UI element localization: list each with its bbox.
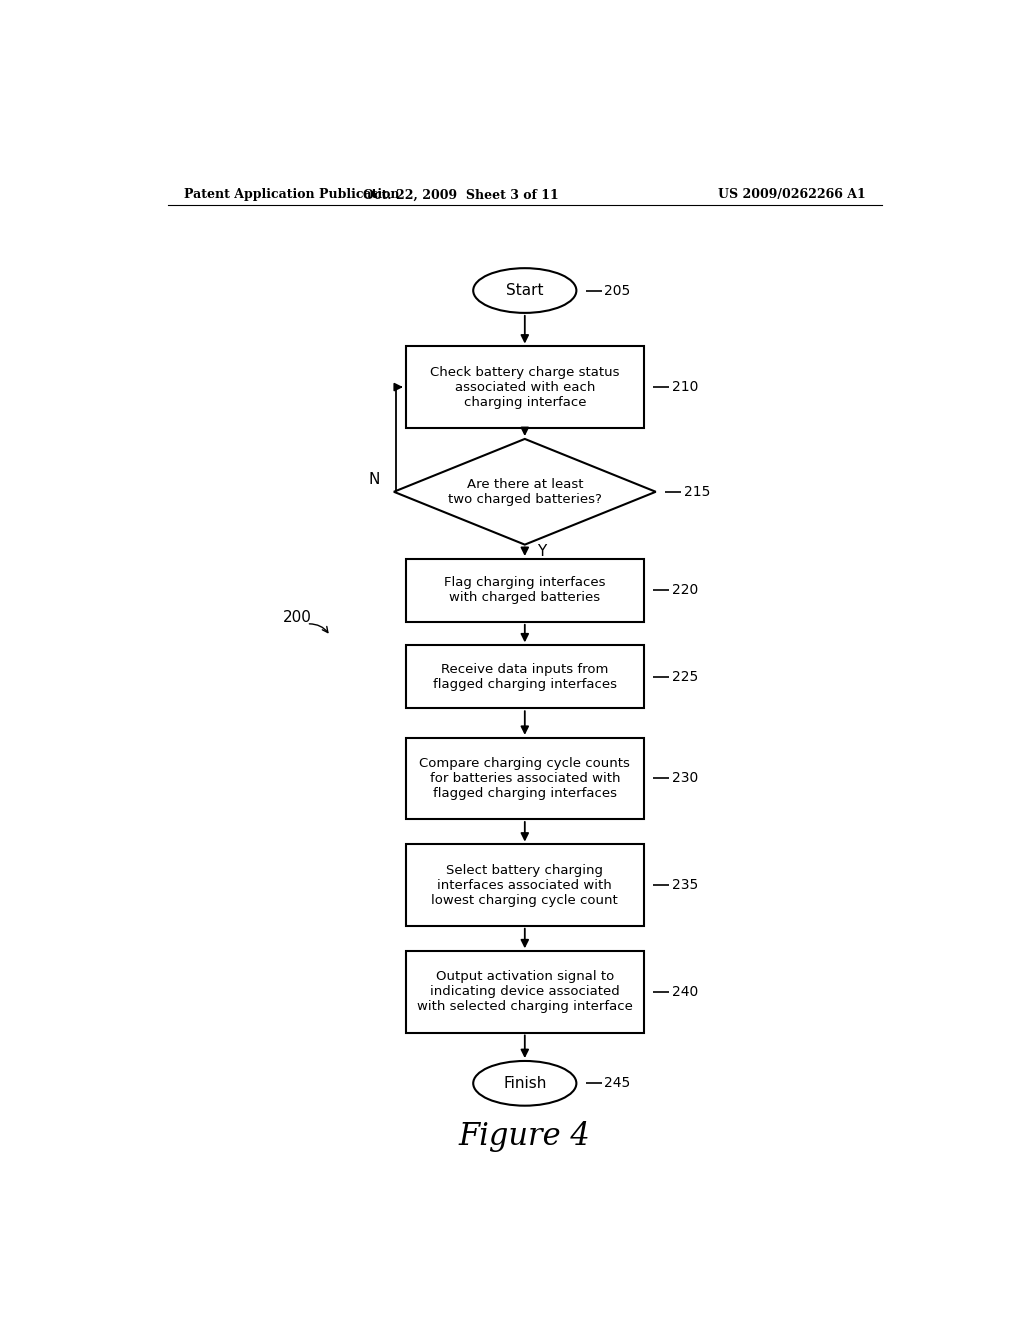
Text: 205: 205 [604, 284, 631, 297]
Text: US 2009/0262266 A1: US 2009/0262266 A1 [718, 189, 866, 202]
Text: Oct. 22, 2009  Sheet 3 of 11: Oct. 22, 2009 Sheet 3 of 11 [364, 189, 559, 202]
Text: Compare charging cycle counts
for batteries associated with
flagged charging int: Compare charging cycle counts for batter… [420, 756, 630, 800]
Text: Start: Start [506, 282, 544, 298]
Text: 215: 215 [684, 484, 710, 499]
Text: Flag charging interfaces
with charged batteries: Flag charging interfaces with charged ba… [444, 577, 605, 605]
Text: Figure 4: Figure 4 [459, 1121, 591, 1151]
Text: 225: 225 [672, 669, 698, 684]
Text: Receive data inputs from
flagged charging interfaces: Receive data inputs from flagged chargin… [433, 663, 616, 690]
Text: Y: Y [538, 544, 547, 560]
Text: 200: 200 [283, 610, 311, 626]
Text: 220: 220 [672, 583, 698, 598]
Text: N: N [369, 473, 380, 487]
Text: Finish: Finish [503, 1076, 547, 1090]
Text: Select battery charging
interfaces associated with
lowest charging cycle count: Select battery charging interfaces assoc… [431, 863, 618, 907]
Text: 230: 230 [672, 771, 698, 785]
Text: Check battery charge status
associated with each
charging interface: Check battery charge status associated w… [430, 366, 620, 409]
Text: Are there at least
two charged batteries?: Are there at least two charged batteries… [447, 478, 602, 506]
Text: Output activation signal to
indicating device associated
with selected charging : Output activation signal to indicating d… [417, 970, 633, 1014]
Text: 240: 240 [672, 985, 698, 999]
Text: 245: 245 [604, 1076, 631, 1090]
Text: 235: 235 [672, 878, 698, 892]
Text: 210: 210 [672, 380, 698, 395]
Text: Patent Application Publication: Patent Application Publication [183, 189, 399, 202]
